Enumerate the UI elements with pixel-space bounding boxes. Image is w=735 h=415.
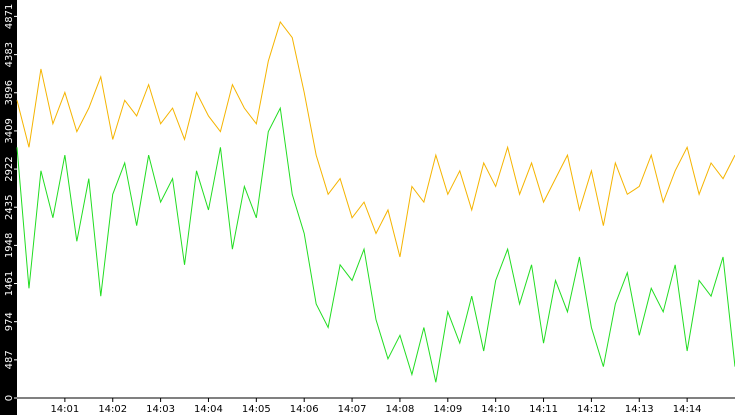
x-tick-label: 14:03	[146, 404, 175, 415]
y-tick-label: 2922	[4, 156, 15, 181]
y-tick-label: 3896	[4, 80, 15, 105]
y-tick-label: 0	[4, 395, 15, 401]
x-tick-label: 14:09	[433, 404, 462, 415]
y-tick-label: 2435	[4, 194, 15, 219]
series-line	[16, 106, 735, 383]
x-tick-label: 14:10	[481, 404, 510, 415]
x-tick-label: 14:06	[290, 404, 319, 415]
x-tick-label: 14:12	[577, 404, 606, 415]
x-tick-label: 14:13	[625, 404, 654, 415]
y-tick-label: 4871	[4, 4, 15, 29]
series-line	[16, 20, 735, 258]
y-tick-label: 974	[4, 312, 15, 331]
x-tick-label: 14:11	[529, 404, 558, 415]
y-tick-label: 487	[4, 350, 15, 369]
y-tick-label: 3409	[4, 118, 15, 143]
x-tick-label: 14:07	[338, 404, 367, 415]
x-tick-label: 14:08	[386, 404, 415, 415]
y-axis-band	[0, 0, 17, 415]
x-tick-label: 14:02	[98, 404, 127, 415]
y-tick-label: 4383	[4, 42, 15, 67]
x-tick-label: 14:01	[50, 404, 79, 415]
y-tick-label: 1461	[4, 271, 15, 296]
x-tick-label: 14:05	[242, 404, 271, 415]
x-tick-label: 14:14	[673, 404, 702, 415]
y-tick-label: 1948	[4, 233, 15, 258]
x-tick-label: 14:04	[194, 404, 223, 415]
